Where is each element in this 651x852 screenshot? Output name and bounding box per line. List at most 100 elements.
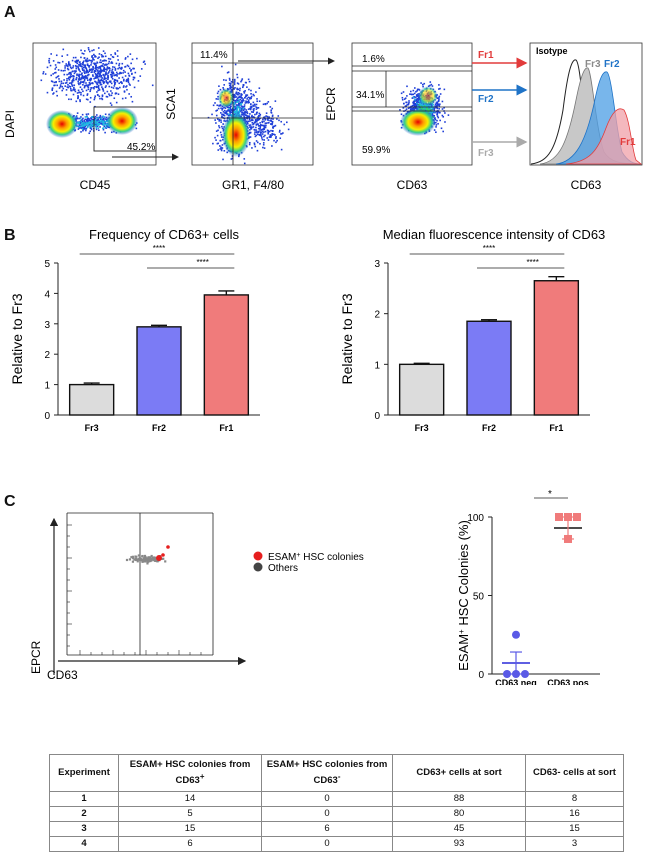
plot1-xlabel: CD45 [80, 178, 111, 192]
y-axis-label: ESAM+ HSC Colonies (%) [456, 520, 471, 671]
facs-ylabel: EPCR [29, 640, 43, 674]
significance-label: **** [153, 244, 165, 253]
facs-legend: ESAM+ HSC colonies Others [253, 551, 364, 574]
facs-dots [125, 545, 170, 565]
facs-epcr-cd63 [49, 512, 247, 675]
legend-esam-swatch [253, 551, 263, 561]
fr2-label: Fr2 [478, 94, 494, 105]
chart-title: Median fluorescence intensity of CD63 [383, 227, 606, 242]
header-neg-at-sort: CD63- cells at sort [525, 754, 624, 792]
bar [533, 280, 580, 416]
hist-fr2-label: Fr2 [604, 59, 620, 70]
x-tick-label: Fr1 [549, 423, 563, 433]
y-tick-label: 3 [374, 259, 380, 270]
cell-neg: 15 [525, 821, 624, 837]
plot3-gate-mid: 34.1% [356, 90, 384, 101]
cell-neg: 8 [525, 791, 624, 807]
panel-c-plots: EPCR CD63 ESAM+ HSC colonies Others 0 50 1… [29, 489, 600, 685]
panel-label-c: C [4, 493, 16, 510]
plot1-gate-pct: 45.2% [127, 142, 155, 153]
cell-from-pos: 5 [118, 806, 262, 822]
legend-others-swatch [253, 562, 263, 572]
y-tick-label: 4 [44, 289, 50, 300]
legend-others-label: Others [268, 563, 298, 574]
significance-label: * [548, 489, 552, 500]
flow-plot-cd45: 45.2% [32, 42, 179, 166]
cell-exp: 1 [49, 791, 119, 807]
x-tick-label: CD63 neg [495, 678, 537, 685]
header-from-neg: ESAM+ HSC colonies from CD63- [261, 754, 393, 792]
cell-pos: 80 [392, 806, 526, 822]
header-experiment: Experiment [49, 754, 119, 792]
table-row: 3 15 6 45 15 [49, 821, 624, 837]
x-tick-label: Fr3 [85, 423, 99, 433]
cell-from-neg: 0 [261, 791, 393, 807]
cell-neg: 16 [525, 806, 624, 822]
cd63-histogram: Isotype Fr3 Fr2 Fr1 [529, 42, 643, 166]
data-point [503, 670, 511, 678]
table-row: 1 14 0 88 8 [49, 791, 624, 807]
plot1-ylabel: DAPI [3, 110, 17, 138]
x-tick-label: CD63 pos [547, 678, 589, 685]
y-tick-label: 2 [44, 350, 50, 361]
header-pos-at-sort: CD63+ cells at sort [392, 754, 526, 792]
cell-from-pos: 15 [118, 821, 262, 837]
y-axis-label: Relative to Fr3 [339, 293, 355, 384]
bar [203, 294, 250, 416]
panel-label-a: A [4, 4, 16, 21]
flow-plot-epcr: 1.6% 34.1% 59.9% [351, 42, 473, 166]
cell-from-neg: 0 [261, 806, 393, 822]
header-from-pos: ESAM+ HSC colonies from CD63+ [118, 754, 262, 792]
hist-fr3-label: Fr3 [585, 59, 601, 70]
y-tick-label: 1 [374, 360, 380, 371]
cell-from-neg: 6 [261, 821, 393, 837]
significance-label: **** [526, 258, 538, 267]
data-point [555, 513, 563, 521]
plot3-gate-bot: 59.9% [362, 145, 390, 156]
table-row: 2 5 0 80 16 [49, 806, 624, 822]
plot2-xlabel: GR1, F4/80 [222, 178, 284, 192]
bar [466, 320, 512, 416]
cell-from-pos: 14 [118, 791, 262, 807]
cell-pos: 88 [392, 791, 526, 807]
bar-chart-frequency: Frequency of CD63+ cells 0 1 2 3 4 5 Relative t… [9, 227, 260, 433]
cell-exp: 2 [49, 806, 119, 822]
data-point [573, 513, 581, 521]
x-tick-label: Fr2 [482, 423, 496, 433]
plot3-xlabel: CD63 [397, 178, 428, 192]
y-tick-label: 50 [473, 592, 485, 603]
data-point [521, 670, 529, 678]
hist-fr1-label: Fr1 [620, 137, 636, 148]
y-tick-label: 5 [44, 259, 50, 270]
fr3-label: Fr3 [478, 148, 494, 159]
plot3-gate-top: 1.6% [362, 54, 385, 65]
plot2-gate-pct: 11.4% [200, 50, 228, 61]
hist-xlabel: CD63 [571, 178, 602, 192]
panel-b-bar-charts: Frequency of CD63+ cells 0 1 2 3 4 5 Relative t… [9, 227, 605, 433]
significance-label: **** [483, 244, 495, 253]
y-tick-label: 1 [44, 381, 50, 392]
y-tick-label: 3 [44, 320, 50, 331]
y-tick-label: 0 [374, 411, 380, 422]
y-tick-label: 2 [374, 310, 380, 321]
panel-a-flow-plots: 45.2% DAPI CD45 11.4% SCA1 GR1, F4/80 1.… [3, 42, 643, 192]
x-tick-label: Fr2 [152, 423, 166, 433]
experiment-table: Experiment ESAM+ HSC colonies from CD63+… [49, 754, 624, 852]
plot3-ylabel: EPCR [324, 87, 338, 121]
bar [68, 383, 115, 416]
y-tick-label: 0 [44, 411, 50, 422]
legend-esam-label: ESAM+ HSC colonies [268, 552, 364, 564]
data-point [512, 630, 520, 639]
y-tick-label: 100 [467, 513, 484, 524]
y-tick-label: 0 [478, 670, 484, 681]
y-axis-label: Relative to Fr3 [9, 293, 25, 384]
x-tick-label: Fr3 [415, 423, 429, 433]
x-tick-label: Fr1 [219, 423, 233, 433]
flow-plot-sca1: 11.4% [191, 42, 335, 166]
bar [136, 326, 182, 416]
plot2-ylabel: SCA1 [164, 88, 178, 120]
facs-xlabel: CD63 [47, 668, 78, 682]
bar [398, 363, 445, 416]
bar-chart-mfi: Median fluorescence intensity of CD63 0 1 2… [339, 227, 605, 433]
significance-label: **** [196, 258, 208, 267]
